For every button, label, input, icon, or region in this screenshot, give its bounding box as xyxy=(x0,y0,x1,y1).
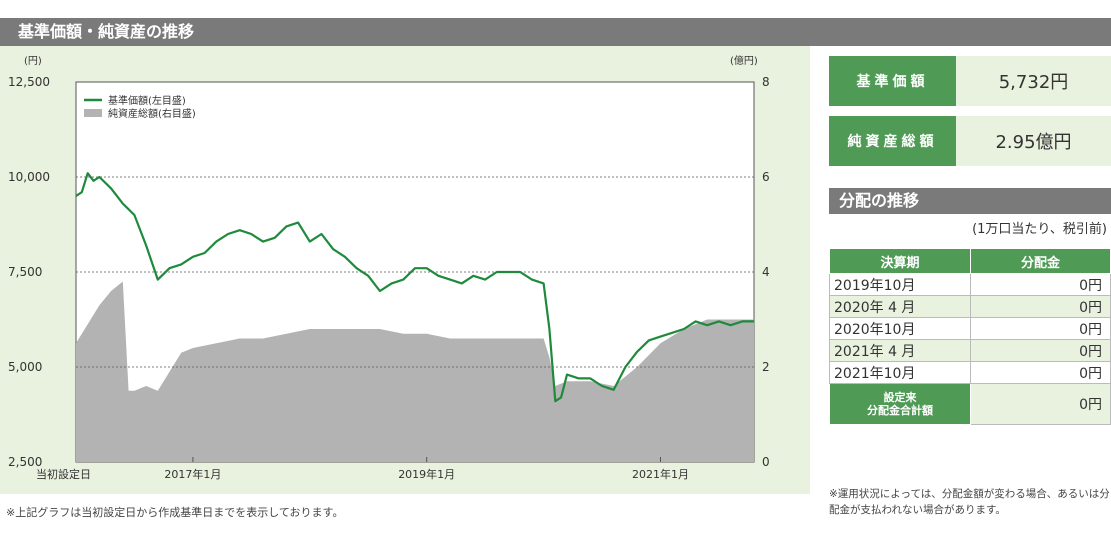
right-axis-tick-label: 8 xyxy=(762,75,770,89)
left-axis-tick-label: 5,000 xyxy=(8,360,42,374)
table-row: 2021年10月 0円 xyxy=(829,361,1111,384)
table-row: 2020年 4 月 0円 xyxy=(829,295,1111,318)
left-axis-tick-label: 12,500 xyxy=(8,75,50,89)
row-period: 2021年10月 xyxy=(829,361,971,384)
summary-panel: 基準価額 5,732円 純資産総額 2.95億円 xyxy=(829,56,1111,176)
table-header-row: 決算期 分配金 xyxy=(829,248,1111,274)
left-axis-unit: (円) xyxy=(24,56,42,67)
nav-line-series xyxy=(75,172,754,403)
row-amount: 0円 xyxy=(970,339,1111,362)
left-axis-tick-label: 10,000 xyxy=(8,170,50,184)
total-row: 設定来 分配金合計額 0円 xyxy=(829,383,1111,425)
table-row: 2021年 4 月 0円 xyxy=(829,339,1111,362)
assets-area-series xyxy=(76,281,754,462)
nav-label: 基準価額 xyxy=(829,56,956,106)
col-period-header: 決算期 xyxy=(829,248,971,274)
nav-value: 5,732円 xyxy=(956,56,1111,106)
right-axis-tick-label: 4 xyxy=(762,265,770,279)
total-value: 0円 xyxy=(970,383,1111,425)
distribution-footnote: ※運用状況によっては、分配金額が変わる場合、あるいは分配金が支払われない場合があ… xyxy=(829,488,1110,516)
distribution-table: 決算期 分配金 2019年10月 0円 2020年 4 月 0円 2020年10… xyxy=(829,248,1111,425)
right-axis-tick-label: 0 xyxy=(762,455,770,469)
assets-row: 純資産総額 2.95億円 xyxy=(829,116,1111,166)
legend-label-nav: 基準価額(左目盛) xyxy=(108,94,186,107)
row-period: 2020年10月 xyxy=(829,317,971,340)
nav-row: 基準価額 5,732円 xyxy=(829,56,1111,106)
row-period: 2020年 4 月 xyxy=(829,295,971,318)
total-label-line1: 設定来 xyxy=(883,391,917,404)
row-amount: 0円 xyxy=(970,361,1111,384)
x-axis-tick-label: 2017年1月 xyxy=(164,467,221,481)
distribution-title: 分配の推移 xyxy=(829,188,1111,214)
row-period: 2019年10月 xyxy=(829,273,971,296)
chart-panel: (円) (億円) 12,500 10,000 7,500 5,000 2,500 8 6 4 2… xyxy=(0,46,810,494)
x-axis-tick-label: 当初設定日 xyxy=(36,467,91,481)
assets-label: 純資産総額 xyxy=(829,116,956,166)
chart-footnote: ※上記グラフは当初設定日から作成基準日までを表示しております。 xyxy=(6,506,344,519)
row-amount: 0円 xyxy=(970,317,1111,340)
table-row: 2019年10月 0円 xyxy=(829,273,1111,296)
nav-chart: (円) (億円) 12,500 10,000 7,500 5,000 2,500 8 6 4 2… xyxy=(8,54,770,481)
right-axis-tick-label: 6 xyxy=(762,170,770,184)
total-label-line2: 分配金合計額 xyxy=(867,404,933,417)
section-header: 基準価額・純資産の推移 xyxy=(0,18,1111,46)
x-axis-tick-label: 2019年1月 xyxy=(398,467,455,481)
distribution-note: (1万口当たり、税引前) xyxy=(972,222,1107,237)
total-label: 設定来 分配金合計額 xyxy=(829,383,971,425)
left-axis-tick-label: 7,500 xyxy=(8,265,42,279)
row-amount: 0円 xyxy=(970,273,1111,296)
x-axis-tick-label: 2021年1月 xyxy=(632,467,689,481)
col-amount-header: 分配金 xyxy=(970,248,1111,274)
left-axis-tick-label: 2,500 xyxy=(8,455,42,469)
right-axis-unit: (億円) xyxy=(730,54,758,67)
right-axis-tick-label: 2 xyxy=(762,360,770,374)
table-row: 2020年10月 0円 xyxy=(829,317,1111,340)
legend-label-assets: 純資産総額(右目盛) xyxy=(108,107,196,120)
legend-swatch-assets xyxy=(84,109,102,117)
section-title: 基準価額・純資産の推移 xyxy=(18,22,195,41)
assets-value: 2.95億円 xyxy=(956,116,1111,166)
row-amount: 0円 xyxy=(970,295,1111,318)
row-period: 2021年 4 月 xyxy=(829,339,971,362)
